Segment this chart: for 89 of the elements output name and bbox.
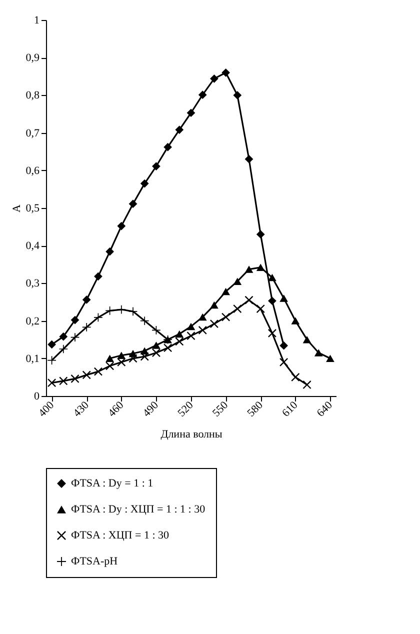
x-tick-label: 490 [140,398,162,420]
point [164,344,172,352]
point [256,304,265,313]
legend-label: ФTSA-pH [71,556,118,568]
point [233,278,242,285]
point [152,162,160,170]
x-tick-label: 610 [280,398,300,420]
point [256,264,265,272]
point [222,312,230,322]
point [152,342,160,349]
point [175,126,184,134]
point [268,329,276,338]
point [106,306,114,315]
y-tick-label: 0,8 [26,90,40,102]
x-tick-label: 520 [176,398,196,420]
point [244,266,254,273]
point [117,358,126,366]
y-tick-label: 0,2 [26,315,40,328]
point [94,367,102,376]
x-tick-label: 430 [71,398,92,420]
point [70,316,80,324]
y-axis-title: A [10,204,23,212]
point [244,154,254,164]
point [302,336,312,344]
point [140,179,149,188]
point [222,68,230,77]
y-tick-label: 1 [34,14,40,26]
point [140,316,149,325]
y-tick-label: 0,6 [26,164,40,177]
point [59,376,68,386]
y-tick-label: 0,1 [26,352,40,365]
point [117,352,126,360]
point [82,323,91,332]
point [198,313,207,321]
point [106,354,114,362]
y-tick-label: 0,4 [26,240,40,252]
point [82,296,91,304]
legend-label: ФTSA : ХЦП = 1 : 30 [71,530,170,542]
point [106,247,114,256]
point [280,294,288,302]
point [128,354,138,363]
legend-label: ФTSA : Dy : ХЦП = 1 : 1 : 30 [71,504,206,516]
point [326,354,334,362]
point [233,91,242,100]
legend-label: ФTSA : Dy = 1 : 1 [71,478,154,490]
point [140,352,149,361]
point [128,307,138,316]
point [48,340,56,349]
point [175,330,184,338]
point [210,320,218,328]
y-tick-label: 0,5 [26,202,40,214]
point [186,108,196,118]
point [164,142,172,152]
y-tick-label: 0,7 [26,127,40,140]
point [186,332,196,340]
point [59,344,68,354]
point [70,333,80,342]
point [82,370,91,380]
point [128,200,138,208]
point [210,74,218,83]
point [256,230,265,239]
point [314,349,323,356]
point [268,296,276,306]
x-tick-label: 460 [106,398,126,420]
y-tick-label: 0,3 [26,278,40,290]
x-tick-label: 550 [210,398,231,420]
point [280,341,288,350]
y-tick-label: 0,9 [26,52,40,64]
point [291,373,300,382]
point [59,332,68,341]
point [175,337,184,346]
point [291,317,300,324]
point [186,322,196,330]
point [244,296,254,304]
point [106,362,114,370]
point [210,301,218,309]
x-tick-label: 580 [245,398,266,420]
point [302,380,312,389]
point [222,288,230,296]
x-axis-title: Длина волны [160,428,223,441]
point [94,313,102,322]
point [268,274,276,282]
x-tick-label: 640 [314,398,336,420]
point [70,374,80,383]
point [117,222,126,230]
point [117,305,126,314]
point [198,90,207,100]
point [94,272,102,281]
point [198,326,207,334]
